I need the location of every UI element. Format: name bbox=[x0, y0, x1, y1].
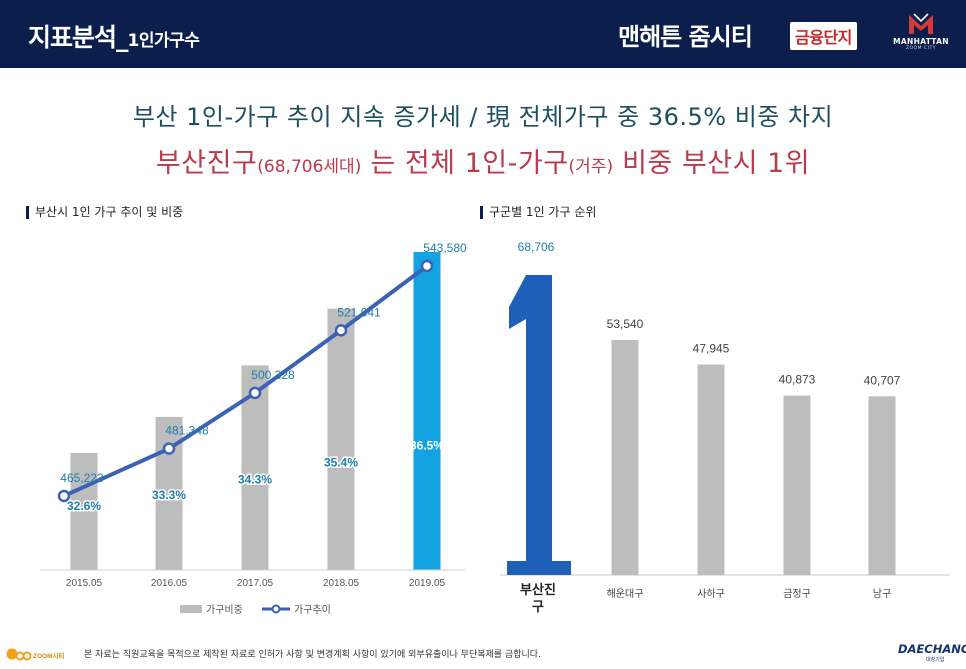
brand-sub: ZOOM CITY bbox=[906, 46, 936, 51]
bar-남구 bbox=[868, 396, 896, 575]
legend-bar-swatch bbox=[180, 605, 202, 613]
brand-logo-block: MANHATTAN ZOOM CITY bbox=[884, 12, 958, 51]
x-tick-label: 2018.05 bbox=[323, 578, 360, 589]
legend-line-label: 가구추이 bbox=[294, 604, 331, 616]
trend-label: 465,223 bbox=[60, 471, 104, 485]
footer-brand-sub: 대창기업 bbox=[926, 657, 945, 663]
trend-label: 481,348 bbox=[165, 424, 209, 438]
x-tick-label: 2017.05 bbox=[237, 578, 274, 589]
bar-value-label: 47,945 bbox=[693, 342, 730, 356]
trend-point bbox=[57, 489, 71, 503]
x-tick-label: 남구 bbox=[873, 588, 891, 600]
bar-label: 35.4% bbox=[324, 456, 358, 470]
zoomcity-logo-icon: ZOOM시티 bbox=[6, 648, 64, 661]
headline2-part4: (거주) bbox=[568, 157, 614, 177]
headline2-part3: 는 전체 1인-가구 bbox=[361, 148, 569, 179]
bar-value-label: 40,707 bbox=[864, 373, 901, 387]
bar-value-label: 53,540 bbox=[607, 317, 644, 331]
chart-legend: 가구비중 가구추이 bbox=[180, 604, 331, 616]
x-tick-label: 사하구 bbox=[697, 587, 725, 600]
headline-line1: 부산 1인-가구 추이 지속 증가세 / 現 전체가구 중 36.5% 비중 차… bbox=[132, 103, 834, 131]
trend-chart: 32.6% 33.3% 34.3% 35.4% 36.5% 465,223 481,348 5… bbox=[40, 241, 467, 616]
bar-label: 33.3% bbox=[152, 488, 186, 502]
x-tick-label: 2015.05 bbox=[66, 578, 103, 589]
trend-label: 521,641 bbox=[337, 305, 381, 319]
bar-value-label: 40,873 bbox=[779, 373, 816, 387]
bar-해운대구 bbox=[611, 340, 639, 575]
trend-label: 543,580 bbox=[423, 241, 467, 255]
legend-line-marker bbox=[271, 604, 281, 614]
bar-금정구 bbox=[783, 395, 811, 575]
trend-point bbox=[248, 386, 262, 400]
project-name: 맨해튼 줌시티 bbox=[618, 23, 753, 51]
page-title-main: 지표분석_ bbox=[28, 23, 129, 52]
header-bar: 지표분석_1인가구수 맨해튼 줌시티 금융단지 MANHATTAN ZOOM C… bbox=[0, 0, 966, 68]
left-chart-title: 부산시 1인 가구 추이 및 비중 bbox=[26, 206, 183, 219]
x-tick-label: 2016.05 bbox=[151, 578, 188, 589]
legend-bar-label: 가구비중 bbox=[206, 604, 243, 616]
x-tick-label-highlight: 부산진 bbox=[520, 582, 556, 598]
headline2-part2: (68,706세대) bbox=[257, 157, 362, 177]
page-title: 지표분석_1인가구수 bbox=[28, 18, 200, 54]
bar-label: 36.5% bbox=[410, 439, 444, 453]
manhattan-logo-icon bbox=[909, 13, 933, 34]
bar-label: 32.6% bbox=[67, 499, 101, 513]
bar-2018.05 bbox=[327, 308, 355, 570]
bar-value-label: 68,706 bbox=[518, 240, 555, 254]
trend-point bbox=[420, 259, 434, 273]
x-tick-label: 2019.05 bbox=[409, 578, 446, 589]
footer-note: 본 자료는 직원교육을 목적으로 제작된 자료로 인허가 사항 및 변경계획 사… bbox=[84, 650, 541, 660]
bar-사하구 bbox=[697, 364, 725, 575]
page-title-sub: 1인가구수 bbox=[127, 31, 200, 51]
brand-name: MANHATTAN bbox=[893, 37, 949, 46]
bar-label: 34.3% bbox=[238, 473, 272, 487]
bar-2019.05 bbox=[413, 252, 441, 570]
footer-brand: DAECHANG bbox=[898, 642, 966, 656]
headline-line2: 부산진구(68,706세대) 는 전체 1인-가구(거주) 비중 부산시 1위 bbox=[0, 141, 966, 180]
headline2-part1: 부산진구 bbox=[155, 148, 258, 179]
rank-one-icon bbox=[507, 275, 571, 575]
trend-label: 500,328 bbox=[251, 368, 295, 382]
x-tick-label: 해운대구 bbox=[607, 587, 644, 600]
ranking-chart: 68,706 부산진구 53,540 해운대구 47,945 사하구 40,873 금정구 40… bbox=[500, 240, 950, 615]
trend-point bbox=[334, 324, 348, 337]
x-tick-label-highlight-wrap: 구 bbox=[532, 600, 544, 615]
rank-one-shape bbox=[507, 275, 571, 575]
project-badge: 금융단지 bbox=[790, 22, 857, 50]
right-chart-title: 구군별 1인 가구 순위 bbox=[480, 206, 596, 219]
footer-logo-text: ZOOM시티 bbox=[33, 651, 64, 660]
x-tick-label: 금정구 bbox=[783, 588, 811, 600]
headline2-part5: 비중 부산시 1위 bbox=[613, 148, 811, 179]
trend-point bbox=[162, 442, 176, 455]
bar-2015.05 bbox=[70, 453, 98, 570]
